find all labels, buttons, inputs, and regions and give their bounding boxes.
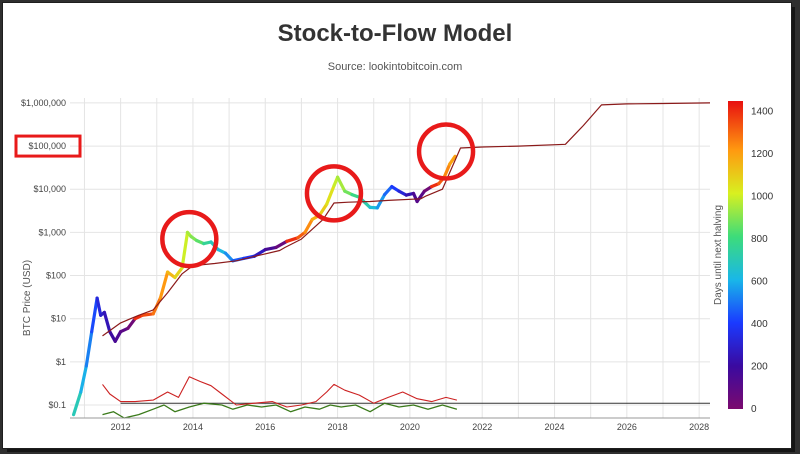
price-segment: [126, 317, 137, 330]
colorbar-tick-label: 1200: [751, 149, 774, 160]
price-segment: [252, 248, 267, 258]
price-segment: [442, 162, 452, 179]
colorbar-tick-label: 1000: [751, 192, 774, 203]
annotation-circle-3: [416, 122, 476, 181]
price-segment: [317, 202, 329, 217]
price-segment: [383, 185, 394, 197]
y-axis-label: BTC Price (USD): [22, 260, 33, 336]
price-segment: [223, 251, 235, 263]
y-tick-label: $1: [56, 357, 66, 367]
price-segment: [113, 330, 123, 343]
series-red-ratio: [102, 376, 458, 408]
x-tick-label: 2020: [400, 422, 420, 432]
grid: [70, 98, 710, 418]
price-segment: [274, 239, 289, 249]
y-tick-label: $10: [51, 314, 66, 324]
price-segment: [84, 330, 94, 368]
price-segment: [303, 217, 314, 234]
price-segment: [285, 236, 300, 243]
y-tick-label: $10,000: [33, 184, 66, 194]
annotation-circle-2: [304, 164, 364, 223]
x-tick-label: 2022: [472, 422, 492, 432]
colorbar-tick-label: 600: [751, 277, 768, 288]
series-green-ratio: [102, 402, 458, 419]
price-segment: [90, 296, 99, 334]
price-segment: [79, 364, 88, 394]
y-tick-label: $0.1: [48, 400, 66, 410]
price-segment: [158, 270, 170, 300]
price-segment: [415, 189, 426, 204]
x-tick-label: 2014: [183, 422, 203, 432]
x-tick-label: 2024: [545, 422, 565, 432]
x-tick-label: 2026: [617, 422, 637, 432]
price-segment: [102, 310, 112, 334]
highlight-box-100k: [14, 134, 82, 158]
price-segment: [448, 154, 457, 166]
colorbar-tick-label: 1400: [751, 107, 774, 118]
colorbar-tick-label: 200: [751, 362, 768, 373]
chart-title: Stock-to-Flow Model: [277, 20, 513, 47]
colorbar-gradient: [728, 101, 743, 409]
price-segment: [231, 256, 246, 263]
colorbar-tick-label: 800: [751, 234, 768, 245]
x-tick-label: 2028: [689, 422, 709, 432]
y-tick-label: $100,000: [28, 141, 66, 151]
x-tick-label: 2016: [255, 422, 275, 432]
price-segment: [95, 296, 103, 317]
x-tick-label: 2012: [111, 422, 131, 432]
x-tick-label: 2018: [328, 422, 348, 432]
price-segment: [325, 184, 336, 206]
y-tick-label: $1,000,000: [21, 98, 66, 108]
colorbar-tick-label: 0: [751, 404, 757, 415]
colorbar-tick-label: 400: [751, 319, 768, 330]
annotations: [160, 122, 476, 269]
colorbar: 0 200 400 600 800 1000 1200 1400 Days until next…: [713, 101, 774, 415]
price-segment: [263, 245, 278, 252]
price-segment: [71, 390, 83, 417]
price-segment: [180, 230, 190, 270]
series-s2f-model: [102, 102, 711, 337]
annotation-circle-1: [160, 209, 219, 269]
chart-subtitle: Source: lookintobitcoin.com: [327, 61, 463, 73]
price-segment: [140, 312, 155, 317]
y-tick-label: $100: [46, 271, 66, 281]
colorbar-label: Days until next halving: [713, 205, 724, 305]
price-segment: [173, 266, 184, 280]
axes: 2012 2014 2016 2018 2020 2022 2024 2026 2028 $0.1…: [14, 98, 710, 432]
series-layer: [71, 102, 711, 419]
y-tick-label: $1,000: [38, 227, 66, 237]
price-segment: [336, 175, 347, 193]
plot-area: [70, 98, 710, 418]
